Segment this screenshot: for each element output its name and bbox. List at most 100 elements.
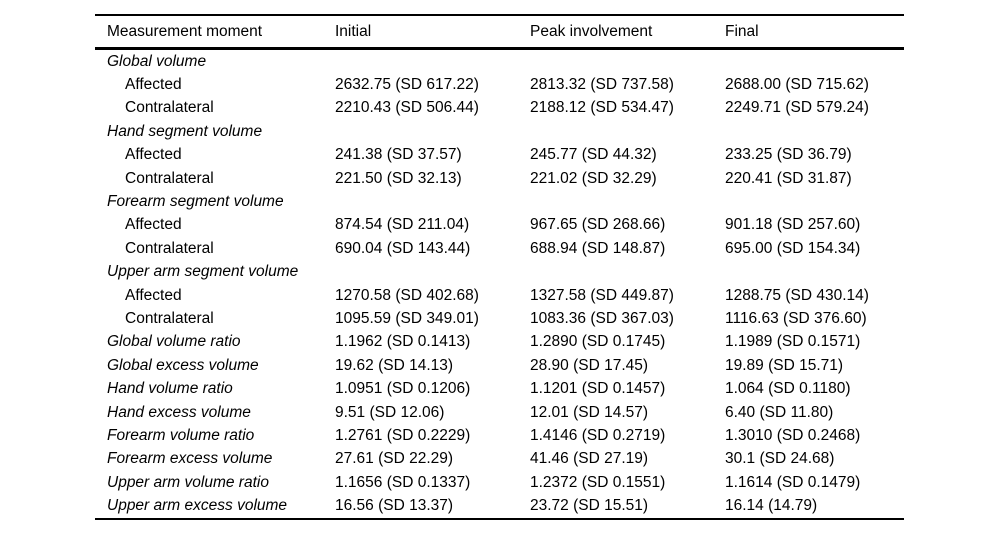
cell-value: 695.00 (SD 154.34)	[725, 239, 861, 257]
cell-value: 1.1614 (SD 0.1479)	[725, 473, 861, 491]
cell-value: 1.3010 (SD 0.2468)	[725, 426, 861, 444]
row-label: Contralateral	[125, 99, 214, 117]
row-label: Hand segment volume	[107, 122, 263, 140]
table-row: Contralateral 1095.59 (SD 349.01) 1083.36 …	[95, 307, 904, 330]
cell-value	[725, 190, 904, 213]
row-label: Forearm excess volume	[107, 450, 273, 468]
cell-value: 874.54 (SD 211.04)	[335, 216, 470, 234]
cell-value: 967.65 (SD 268.66)	[530, 216, 666, 234]
table-row: Contralateral 221.50 (SD 32.13) 221.02 (SD…	[95, 167, 904, 190]
cell-value: 245.77 (SD 44.32)	[530, 146, 657, 164]
cell-value: 6.40 (SD 11.80)	[725, 403, 834, 421]
cell-value: 1083.36 (SD 367.03)	[530, 309, 674, 327]
row-label: Hand excess volume	[107, 403, 251, 421]
cell-value: 220.41 (SD 31.87)	[725, 169, 852, 187]
cell-value: 901.18 (SD 257.60)	[725, 216, 861, 234]
row-label: Contralateral	[125, 169, 214, 187]
row-label: Global volume ratio	[107, 333, 241, 351]
cell-value: 2188.12 (SD 534.47)	[530, 99, 674, 117]
table-row: Forearm excess volume 27.61 (SD 22.29) 41.…	[95, 448, 904, 471]
cell-value: 41.46 (SD 27.19)	[530, 450, 649, 468]
table-row: Global volume	[95, 49, 904, 74]
cell-value: 2210.43 (SD 506.44)	[335, 99, 479, 117]
cell-value: 30.1 (SD 24.68)	[725, 450, 835, 468]
cell-value	[530, 120, 725, 143]
row-label: Upper arm segment volume	[107, 263, 299, 281]
row-label: Affected	[125, 146, 182, 164]
table-row: Global excess volume 19.62 (SD 14.13) 28.9…	[95, 354, 904, 377]
row-label: Global volume	[107, 52, 207, 70]
table-row: Upper arm excess volume 16.56 (SD 13.37) 2…	[95, 494, 904, 518]
row-label: Forearm segment volume	[107, 193, 284, 211]
table-row: Hand segment volume	[95, 120, 904, 143]
cell-value	[530, 261, 725, 284]
table-row: Affected 1270.58 (SD 402.68) 1327.58 (SD 4…	[95, 284, 904, 307]
cell-value: 1095.59 (SD 349.01)	[335, 309, 479, 327]
cell-value: 1288.75 (SD 430.14)	[725, 286, 869, 304]
cell-value: 19.62 (SD 14.13)	[335, 356, 454, 374]
cell-value: 1.4146 (SD 0.2719)	[530, 426, 666, 444]
cell-value: 2632.75 (SD 617.22)	[335, 76, 479, 94]
table-row: Forearm segment volume	[95, 190, 904, 213]
cell-value: 1.1962 (SD 0.1413)	[335, 333, 471, 351]
header-row: Measurement moment Initial Peak involvem…	[95, 15, 904, 50]
table-row: Upper arm segment volume	[95, 261, 904, 284]
cell-value: 1.1656 (SD 0.1337)	[335, 473, 471, 491]
cell-value	[335, 261, 530, 284]
cell-value: 1.2372 (SD 0.1551)	[530, 473, 666, 491]
cell-value: 1.1201 (SD 0.1457)	[530, 380, 666, 398]
measurement-table-container: Measurement moment Initial Peak involvem…	[95, 14, 904, 520]
cell-value: 221.02 (SD 32.29)	[530, 169, 657, 187]
table-row: Upper arm volume ratio 1.1656 (SD 0.1337)…	[95, 471, 904, 494]
col-header-final: Final	[725, 15, 904, 50]
row-label: Affected	[125, 216, 182, 234]
row-label: Forearm volume ratio	[107, 426, 255, 444]
cell-value: 23.72 (SD 15.51)	[530, 497, 649, 515]
cell-value: 1327.58 (SD 449.87)	[530, 286, 674, 304]
row-label: Contralateral	[125, 309, 214, 327]
cell-value: 12.01 (SD 14.57)	[530, 403, 649, 421]
cell-value: 2813.32 (SD 737.58)	[530, 76, 674, 94]
cell-value: 1.2761 (SD 0.2229)	[335, 426, 471, 444]
table-row: Hand volume ratio 1.0951 (SD 0.1206) 1.120…	[95, 377, 904, 400]
col-header-measurement-moment: Measurement moment	[95, 15, 335, 50]
col-header-initial: Initial	[335, 15, 530, 50]
row-label: Contralateral	[125, 239, 214, 257]
cell-value: 27.61 (SD 22.29)	[335, 450, 454, 468]
table-row: Affected 874.54 (SD 211.04) 967.65 (SD 268…	[95, 214, 904, 237]
cell-value: 233.25 (SD 36.79)	[725, 146, 852, 164]
row-label: Affected	[125, 76, 182, 94]
cell-value: 2249.71 (SD 579.24)	[725, 99, 869, 117]
cell-value	[335, 120, 530, 143]
cell-value: 688.94 (SD 148.87)	[530, 239, 666, 257]
cell-value	[335, 190, 530, 213]
cell-value	[530, 190, 725, 213]
cell-value: 19.89 (SD 15.71)	[725, 356, 844, 374]
cell-value	[725, 261, 904, 284]
cell-value: 221.50 (SD 32.13)	[335, 169, 462, 187]
cell-value	[725, 49, 904, 74]
cell-value: 1270.58 (SD 402.68)	[335, 286, 479, 304]
row-label: Upper arm volume ratio	[107, 473, 269, 491]
cell-value: 1.2890 (SD 0.1745)	[530, 333, 666, 351]
cell-value: 16.14 (14.79)	[725, 497, 818, 515]
cell-value: 690.04 (SD 143.44)	[335, 239, 471, 257]
table-row: Affected 241.38 (SD 37.57) 245.77 (SD 44.3…	[95, 144, 904, 167]
table-row: Contralateral 2210.43 (SD 506.44) 2188.12 …	[95, 97, 904, 120]
cell-value	[335, 49, 530, 74]
measurement-table: Measurement moment Initial Peak involvem…	[95, 14, 904, 520]
table-row: Affected 2632.75 (SD 617.22) 2813.32 (SD 7…	[95, 73, 904, 96]
table-row: Forearm volume ratio 1.2761 (SD 0.2229) 1.…	[95, 424, 904, 447]
cell-value	[530, 49, 725, 74]
cell-value: 1.1989 (SD 0.1571)	[725, 333, 861, 351]
cell-value	[725, 120, 904, 143]
row-label: Affected	[125, 286, 182, 304]
col-header-peak-involvement: Peak involvement	[530, 15, 725, 50]
row-label: Hand volume ratio	[107, 380, 233, 398]
cell-value: 28.90 (SD 17.45)	[530, 356, 649, 374]
cell-value: 2688.00 (SD 715.62)	[725, 76, 869, 94]
table-row: Contralateral 690.04 (SD 143.44) 688.94 (S…	[95, 237, 904, 260]
cell-value: 1116.63 (SD 376.60)	[725, 309, 867, 327]
cell-value: 1.0951 (SD 0.1206)	[335, 380, 471, 398]
cell-value: 241.38 (SD 37.57)	[335, 146, 462, 164]
